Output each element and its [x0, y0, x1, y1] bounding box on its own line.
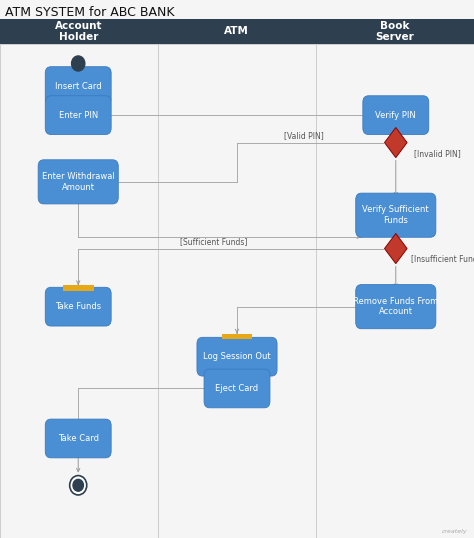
FancyBboxPatch shape	[46, 67, 111, 105]
Text: Take Card: Take Card	[58, 434, 99, 443]
Text: [Valid PIN]: [Valid PIN]	[284, 132, 324, 140]
FancyBboxPatch shape	[204, 369, 270, 408]
Circle shape	[73, 479, 83, 491]
FancyBboxPatch shape	[63, 285, 94, 291]
FancyBboxPatch shape	[46, 96, 111, 134]
Text: Log Session Out: Log Session Out	[203, 352, 271, 361]
FancyBboxPatch shape	[38, 160, 118, 204]
Text: creately: creately	[441, 529, 467, 534]
Polygon shape	[384, 233, 407, 264]
Text: Remove Funds From
Account: Remove Funds From Account	[353, 297, 438, 316]
Text: Enter PIN: Enter PIN	[59, 111, 98, 119]
FancyBboxPatch shape	[46, 287, 111, 326]
FancyBboxPatch shape	[158, 19, 316, 44]
Text: Account
Holder: Account Holder	[55, 20, 103, 43]
FancyBboxPatch shape	[356, 285, 436, 329]
Polygon shape	[384, 128, 407, 158]
Text: [Invalid PIN]: [Invalid PIN]	[414, 149, 461, 158]
Text: Insert Card: Insert Card	[55, 82, 101, 90]
FancyBboxPatch shape	[197, 337, 277, 376]
Text: Verify Sufficient
Funds: Verify Sufficient Funds	[363, 206, 429, 225]
Text: Verify PIN: Verify PIN	[375, 111, 416, 119]
FancyBboxPatch shape	[356, 193, 436, 237]
Text: Eject Card: Eject Card	[216, 384, 258, 393]
FancyBboxPatch shape	[221, 334, 252, 339]
Text: Take Funds: Take Funds	[55, 302, 101, 311]
FancyBboxPatch shape	[316, 19, 474, 44]
FancyBboxPatch shape	[363, 96, 428, 134]
Circle shape	[72, 56, 85, 71]
Text: [Sufficient Funds]: [Sufficient Funds]	[180, 238, 247, 246]
Text: ATM SYSTEM for ABC BANK: ATM SYSTEM for ABC BANK	[5, 6, 174, 19]
FancyBboxPatch shape	[46, 419, 111, 458]
Text: Enter Withdrawal
Amount: Enter Withdrawal Amount	[42, 172, 115, 192]
Text: [Insufficient Funds]: [Insufficient Funds]	[411, 254, 474, 263]
Text: ATM: ATM	[224, 26, 249, 37]
Text: Book
Server: Book Server	[375, 20, 414, 43]
Circle shape	[70, 476, 87, 495]
FancyBboxPatch shape	[0, 19, 158, 44]
